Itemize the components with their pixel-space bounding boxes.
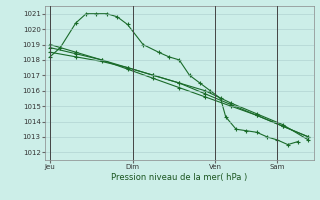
X-axis label: Pression niveau de la mer( hPa ): Pression niveau de la mer( hPa ) bbox=[111, 173, 247, 182]
